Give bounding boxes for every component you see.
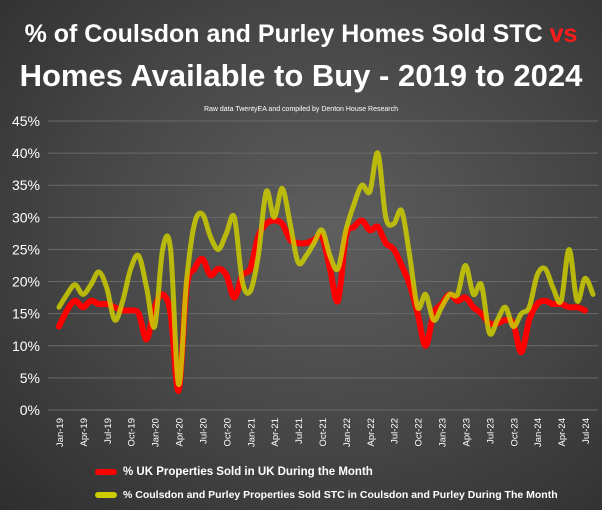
chart-subtitle: Raw data TwentyEA and compiled by Denton… xyxy=(203,106,399,113)
y-tick-label: 40% xyxy=(12,145,40,161)
x-tick-label: Jul-24 xyxy=(581,418,592,444)
x-tick-label: Jul-20 xyxy=(198,418,209,444)
y-tick-label: 15% xyxy=(12,306,40,322)
title-vs: vs xyxy=(549,20,578,48)
x-tick-label: Jul-19 xyxy=(103,418,114,444)
x-tick-label: Apr-19 xyxy=(79,418,90,447)
x-tick-label: Jan-23 xyxy=(438,418,449,447)
chart-title-line2: Homes Available to Buy - 2019 to 2024 xyxy=(19,58,583,93)
x-tick-label: Oct-19 xyxy=(127,418,138,447)
series-line-coulsdon-purley xyxy=(56,150,596,387)
x-tick-label: Apr-20 xyxy=(175,418,186,447)
legend-swatch-red xyxy=(95,469,117,475)
x-tick-label: Jan-19 xyxy=(55,418,66,447)
y-tick-label: 20% xyxy=(12,274,40,290)
x-tick-label: Oct-22 xyxy=(414,418,425,447)
x-tick-label: Jan-24 xyxy=(533,418,544,447)
x-tick-label: Jul-23 xyxy=(485,418,496,444)
y-tick-label: 45% xyxy=(12,113,40,129)
title-text: % of Coulsdon and Purley Homes Sold STC xyxy=(24,20,543,48)
x-tick-label: Jan-20 xyxy=(151,418,162,447)
y-tick-label: 0% xyxy=(20,402,40,418)
x-tick-label: Jan-21 xyxy=(246,418,257,447)
legend-swatch-yellow xyxy=(95,492,117,498)
legend-item-uk: % UK Properties Sold in UK During the Mo… xyxy=(95,466,373,478)
x-tick-label: Oct-23 xyxy=(509,418,520,447)
x-tick-label: Jul-22 xyxy=(390,418,401,444)
legend-label: % Coulsdon and Purley Properties Sold ST… xyxy=(123,489,558,501)
x-tick-label: Oct-20 xyxy=(222,418,233,447)
y-tick-label: 35% xyxy=(12,177,40,193)
y-tick-label: 5% xyxy=(20,370,40,386)
x-tick-label: Jan-22 xyxy=(342,418,353,447)
chart-title-line1: % of Coulsdon and Purley Homes Sold STC … xyxy=(0,20,602,49)
y-tick-label: 10% xyxy=(12,338,40,354)
x-tick-label: Oct-21 xyxy=(318,418,329,447)
legend-label: % UK Properties Sold in UK During the Mo… xyxy=(123,466,373,478)
x-tick-label: Jul-21 xyxy=(294,418,305,444)
x-tick-label: Apr-22 xyxy=(366,418,377,447)
x-tick-label: Apr-23 xyxy=(461,418,472,447)
x-tick-label: Apr-24 xyxy=(557,418,568,447)
x-tick-label: Apr-21 xyxy=(270,418,281,447)
y-tick-label: 30% xyxy=(12,209,40,225)
y-tick-label: 25% xyxy=(12,241,40,257)
legend-item-coulsdon: % Coulsdon and Purley Properties Sold ST… xyxy=(95,489,558,501)
